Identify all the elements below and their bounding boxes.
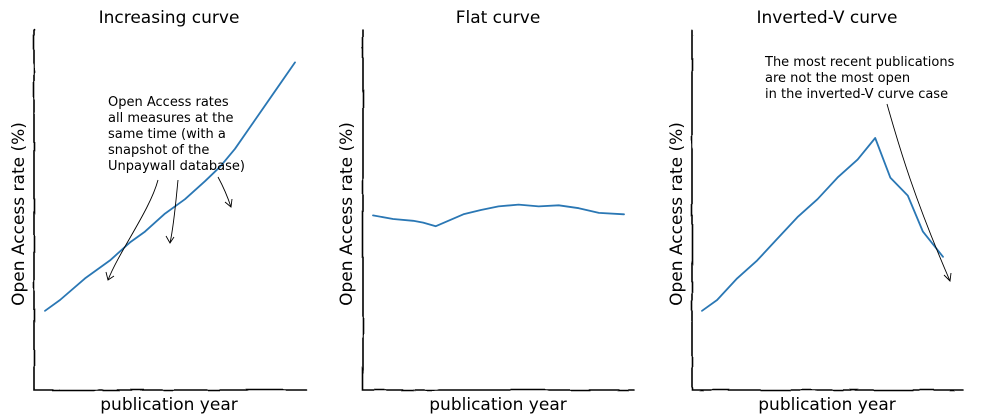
x-axis-label: publication year [100,395,237,415]
series-line [372,203,625,228]
axes-frame [362,29,635,391]
annotation-line: all measures at the [108,111,233,126]
panel-flat: Flat curve publication year Open Access … [337,8,635,415]
annotation-line: same time (with a [108,127,226,142]
y-axis-label: Open Access rate (%) [337,122,357,306]
plot-area [701,137,944,312]
annotation-arrow [169,179,179,244]
chart-title: Inverted-V curve [756,8,897,28]
chart-title: Increasing curve [99,8,240,28]
annotation-line: in the inverted-V curve case [765,87,948,102]
x-axis-label: publication year [758,395,895,415]
axes-frame [33,29,307,391]
annotation-line: Unpaywall database) [108,159,245,174]
annotation-arrow [217,176,232,208]
annotation-arrowhead [165,235,175,244]
annotation-arrow [886,103,951,282]
annotation-line: are not the most open [765,71,910,86]
plot-area [372,203,625,228]
annotation-arrowhead [224,198,233,208]
axes-frame [691,29,964,391]
annotation-arrows [886,103,952,282]
annotation-arrow [107,179,159,281]
panel-increasing: Increasing curve publication year Open A… [9,8,307,415]
annotation-line: The most recent publications [764,55,955,70]
panel-inverted-v: Inverted-V curve publication year Open A… [667,8,964,415]
annotation-arrows [105,176,233,281]
chart-title: Flat curve [456,8,541,28]
y-axis-label: Open Access rate (%) [667,122,687,306]
annotation-arrowhead [105,271,115,281]
series-line [701,137,944,312]
y-axis-label: Open Access rate (%) [9,122,29,306]
annotation-text: The most recent publications are not the… [764,55,959,102]
annotation-text: Open Access rates all measures at the sa… [108,95,245,174]
annotation-arrowhead [943,272,952,282]
annotation-line: Open Access rates [108,95,229,110]
annotation-line: snapshot of the [108,143,209,158]
x-axis-label: publication year [429,395,566,415]
